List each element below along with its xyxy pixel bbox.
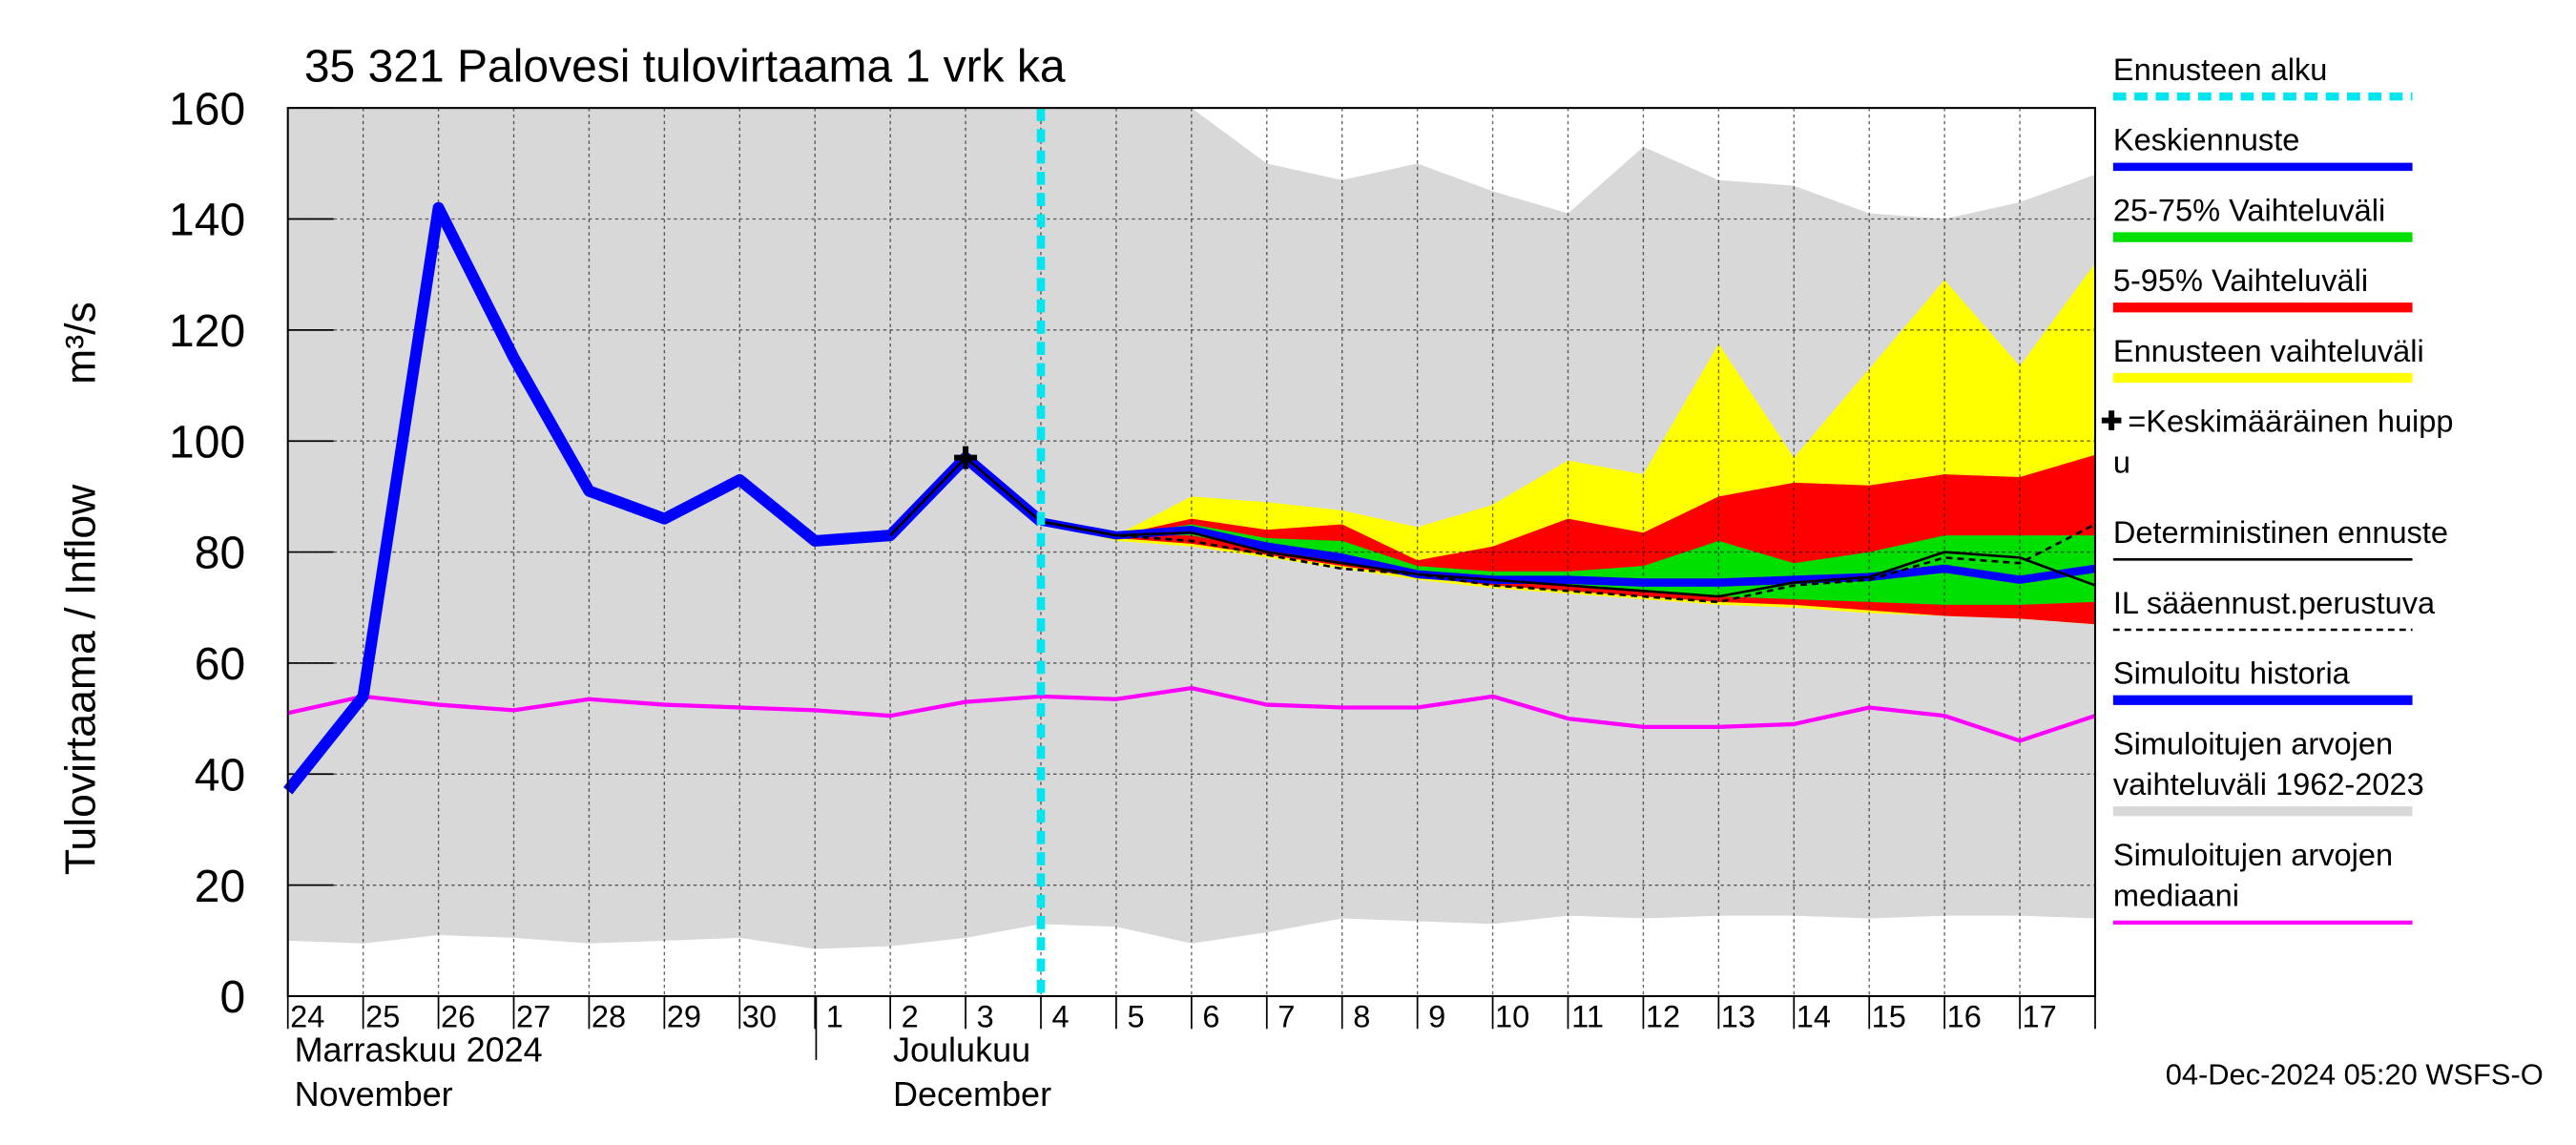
- x-tick-label: 13: [1721, 1000, 1755, 1034]
- legend-label: Simuloitu historia: [2113, 656, 2351, 691]
- x-tick-label: 26: [441, 1000, 475, 1034]
- x-tick-label: 1: [826, 1000, 843, 1034]
- y-tick-label: 20: [195, 862, 245, 912]
- legend-label: =Keskimääräinen huipp: [2128, 405, 2453, 439]
- legend-label: IL sääennust.perustuva: [2113, 586, 2436, 620]
- x-tick-label: 16: [1947, 1000, 1982, 1034]
- x-tick-label: 27: [516, 1000, 551, 1034]
- y-axis-unit: m³/s: [57, 302, 104, 385]
- y-axis-label: Tulovirtaama / Inflow: [57, 484, 104, 875]
- x-tick-label: 7: [1278, 1000, 1295, 1034]
- x-tick-label: 17: [2023, 1000, 2057, 1034]
- x-tick-label: 12: [1646, 1000, 1680, 1034]
- x-tick-label: 29: [667, 1000, 701, 1034]
- legend-label: Keskiennuste: [2113, 123, 2300, 157]
- legend-label: Simuloitujen arvojen: [2113, 838, 2393, 872]
- x-tick-label: 25: [365, 1000, 400, 1034]
- y-tick-label: 60: [195, 639, 245, 690]
- x-tick-label: 14: [1797, 1000, 1831, 1034]
- x-tick-label: 28: [592, 1000, 626, 1034]
- y-tick-label: 120: [169, 306, 245, 357]
- x-tick-label: 24: [290, 1000, 324, 1034]
- series-line: [287, 685, 2096, 743]
- range-band: [1041, 521, 2095, 605]
- legend-label: mediaani: [2113, 879, 2239, 913]
- x-tick-label: 5: [1127, 1000, 1144, 1034]
- legend-label: u: [2113, 445, 2130, 479]
- x-tick-label: 2: [902, 1000, 919, 1034]
- legend-label: 5-95% Vaihteluväli: [2113, 263, 2368, 298]
- legend-label: vaihteluväli 1962-2023: [2113, 767, 2424, 802]
- y-tick-label: 100: [169, 417, 245, 468]
- series-line: [1040, 517, 2096, 587]
- x-tick-label: 30: [742, 1000, 777, 1034]
- legend-marker: [2101, 410, 2122, 430]
- footer: 04-Dec-2024 05:20 WSFS-O: [2166, 1058, 2544, 1092]
- plot-frame: [286, 107, 2097, 998]
- y-tick-label: 80: [195, 529, 245, 579]
- legend-label: Deterministinen ennuste: [2113, 515, 2448, 550]
- month-label: December: [893, 1074, 1051, 1114]
- y-tick-label: 0: [219, 972, 245, 1023]
- x-tick-label: 8: [1353, 1000, 1370, 1034]
- x-tick-label: 6: [1202, 1000, 1219, 1034]
- x-tick-label: 4: [1052, 1000, 1070, 1034]
- month-label: Joulukuu: [893, 1030, 1030, 1070]
- peak-marker: [954, 446, 978, 469]
- series-line: [1040, 520, 2096, 604]
- x-tick-label: 9: [1428, 1000, 1445, 1034]
- x-tick-label: 10: [1495, 1000, 1529, 1034]
- month-label: November: [295, 1074, 453, 1114]
- y-tick-label: 140: [169, 196, 245, 246]
- legend-label: Ennusteen alku: [2113, 52, 2328, 87]
- legend-label: 25-75% Vaihteluväli: [2113, 193, 2385, 227]
- x-tick-label: 11: [1571, 1000, 1604, 1034]
- x-tick-label: 3: [977, 1000, 994, 1034]
- legend-label: Simuloitujen arvojen: [2113, 726, 2393, 760]
- month-label: Marraskuu 2024: [295, 1030, 543, 1070]
- y-tick-label: 160: [169, 84, 245, 135]
- x-tick-label: 15: [1872, 1000, 1906, 1034]
- y-tick-label: 40: [195, 750, 245, 801]
- legend-label: Ennusteen vaihteluväli: [2113, 334, 2424, 368]
- chart-title: 35 321 Palovesi tulovirtaama 1 vrk ka: [304, 42, 1066, 93]
